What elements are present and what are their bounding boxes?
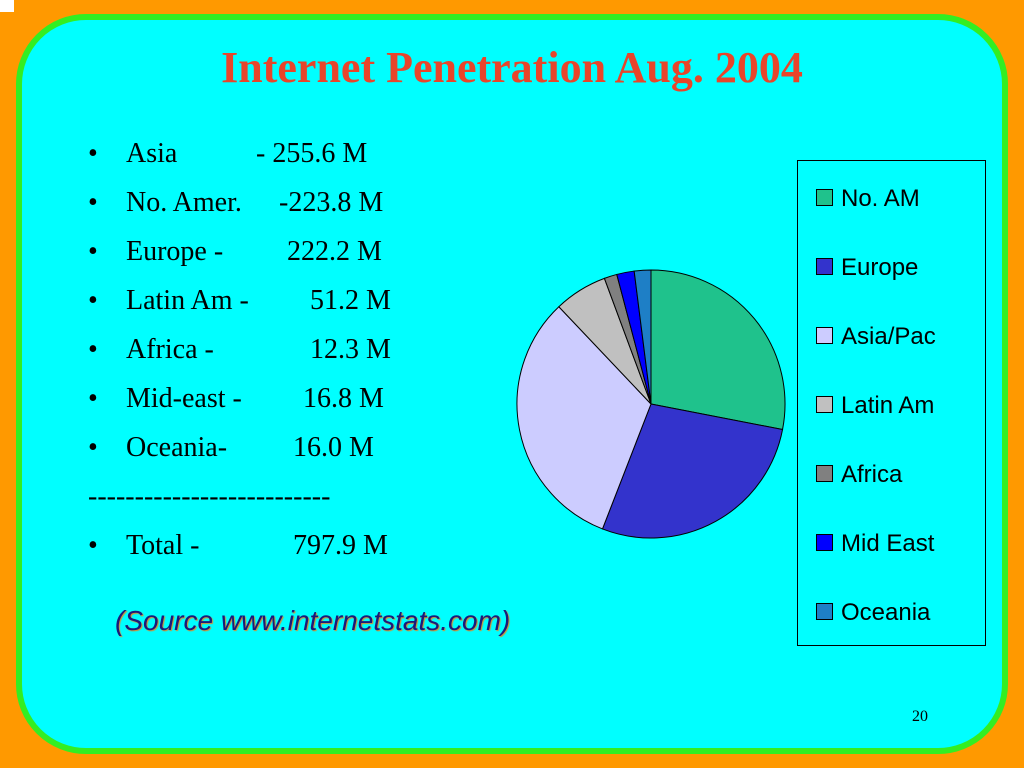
stat-label: Oceania-: [126, 432, 228, 463]
legend-swatch: [816, 258, 833, 276]
bullet-icon: •: [88, 530, 98, 561]
stat-label: Europe -: [126, 236, 224, 267]
legend-swatch: [816, 534, 833, 552]
bullet-icon: •: [88, 432, 98, 463]
bullet-icon: •: [88, 236, 98, 267]
legend-label: Oceania: [841, 599, 931, 626]
pie-slice-no-am: [650, 269, 786, 431]
corner-mark: [0, 0, 14, 12]
legend-item-mid-east: Mid East: [816, 530, 934, 560]
page-number: 20: [912, 708, 928, 725]
total-value: 797.9 M: [293, 530, 388, 561]
pie-chart: [516, 269, 786, 539]
legend-swatch: [816, 603, 833, 621]
slide-title: Internet Penetration Aug. 2004: [221, 43, 803, 92]
bullet-icon: •: [88, 187, 98, 218]
chart-legend: No. AM Europe Asia/Pac Latin Am Africa M…: [797, 160, 986, 646]
stat-value: 51.2 M: [310, 285, 391, 316]
stat-value: 16.8 M: [303, 383, 384, 414]
stat-value: 222.2 M: [287, 236, 382, 267]
legend-label: Asia/Pac: [841, 323, 936, 350]
stat-label: No. Amer.: [126, 187, 242, 218]
legend-item-no-am: No. AM: [816, 185, 920, 215]
legend-item-latin-am: Latin Am: [816, 392, 934, 422]
stat-label: Africa -: [126, 334, 214, 365]
bullet-icon: •: [88, 285, 98, 316]
legend-item-africa: Africa: [816, 461, 902, 491]
legend-item-oceania: Oceania: [816, 599, 930, 629]
legend-label: No. AM: [841, 185, 920, 212]
stat-label: Mid-east -: [126, 383, 242, 414]
legend-label: Latin Am: [841, 392, 935, 419]
divider-line: --------------------------: [88, 481, 331, 512]
stat-label: Asia: [126, 138, 178, 169]
stat-value: -223.8 M: [279, 187, 384, 218]
stat-value: 16.0 M: [293, 432, 374, 463]
total-label: Total -: [126, 530, 200, 561]
bullet-icon: •: [88, 138, 98, 169]
pie-slice-oceania: [633, 269, 652, 405]
stat-label: Latin Am -: [126, 285, 249, 316]
legend-label: Europe: [841, 254, 919, 281]
legend-swatch: [816, 465, 833, 483]
pie-slice-asia-pac: [516, 306, 652, 530]
bullet-icon: •: [88, 383, 98, 414]
legend-label: Mid East: [841, 530, 935, 557]
legend-item-asia-pac: Asia/Pac: [816, 323, 936, 353]
legend-label: Africa: [841, 461, 903, 488]
pie-slice-europe: [601, 403, 784, 539]
legend-item-europe: Europe: [816, 254, 918, 284]
legend-swatch: [816, 189, 833, 207]
source-note: (Source www.internetstats.com): [115, 605, 511, 636]
legend-swatch: [816, 327, 833, 345]
stat-value: 12.3 M: [310, 334, 391, 365]
stat-value: - 255.6 M: [256, 138, 368, 169]
bullet-icon: •: [88, 334, 98, 365]
legend-swatch: [816, 396, 833, 414]
